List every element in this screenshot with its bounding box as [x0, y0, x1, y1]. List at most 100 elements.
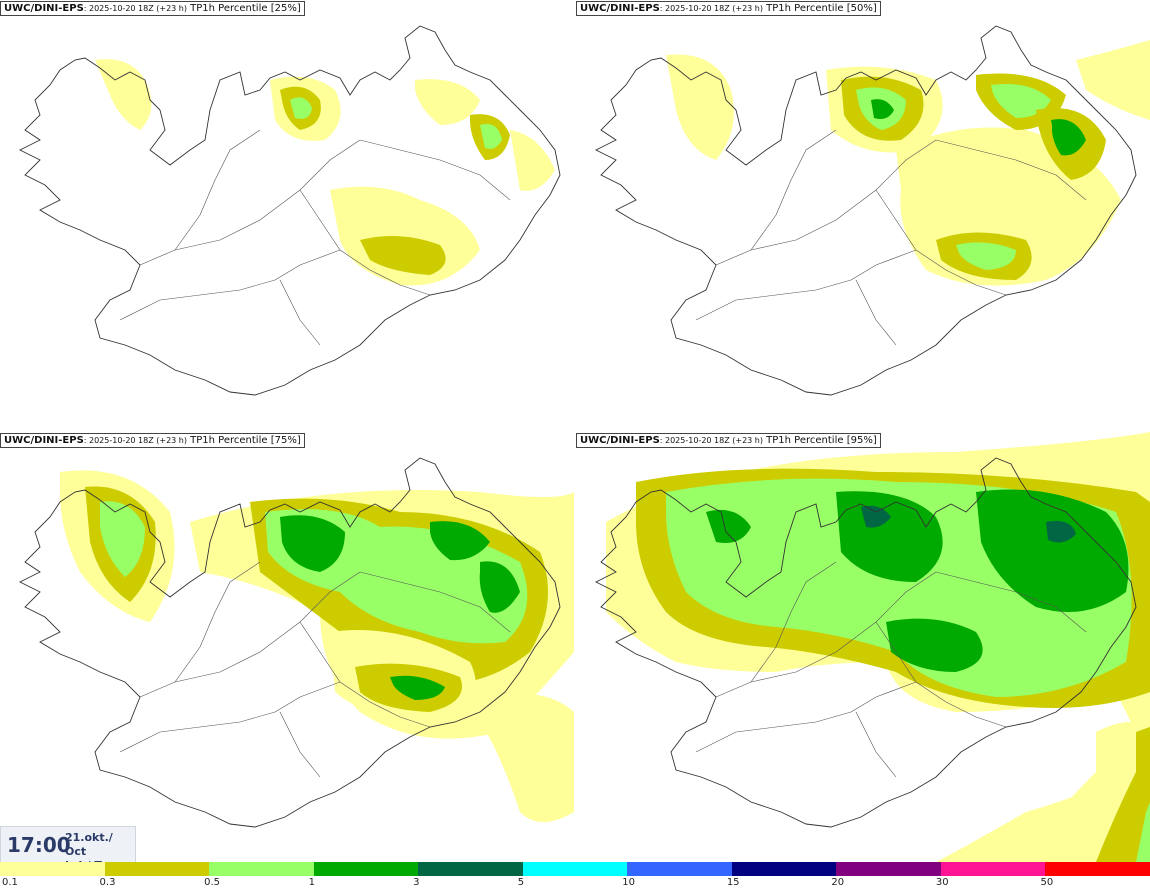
legend-tick-label: 5	[517, 877, 525, 888]
run-info: : 2025-10-20 18Z (+23 h)	[83, 436, 187, 445]
precip-map-p50	[594, 25, 1150, 396]
precip-contour	[706, 509, 751, 543]
road-line	[855, 711, 897, 778]
road-line	[359, 139, 511, 201]
run-info: : 2025-10-20 18Z (+23 h)	[659, 4, 763, 13]
precip-contour	[390, 675, 445, 700]
legend-tick-label: 3	[413, 877, 420, 888]
road-line	[359, 571, 511, 633]
legend-swatch	[627, 862, 733, 876]
product-name: TP1h Percentile [95%]	[762, 435, 877, 446]
precip-contour	[1046, 520, 1076, 543]
legend-swatch	[522, 862, 629, 876]
model-name: UWC/DINI-EPS	[580, 3, 660, 14]
panel-title: UWC/DINI-EPS: 2025-10-20 18Z (+23 h) TP1…	[0, 1, 305, 16]
precip-contour	[290, 97, 312, 119]
valid-time: 17:00	[7, 833, 71, 857]
precip-contour	[886, 618, 983, 672]
precip-map-p95	[594, 432, 1150, 862]
precip-contour	[95, 59, 152, 130]
road-line	[875, 621, 1007, 728]
precip-contour	[976, 489, 1129, 612]
legend-tick-label: 10	[622, 877, 635, 888]
road-line	[119, 681, 341, 753]
precip-contour	[360, 236, 446, 275]
iceland-coastline	[18, 25, 561, 396]
legend-swatch	[731, 862, 838, 876]
legend-tick-label: 0.5	[204, 877, 220, 888]
legend-swatch	[836, 862, 942, 876]
precip-contour	[415, 79, 480, 125]
road-line	[855, 279, 897, 346]
precip-contour	[1076, 40, 1150, 120]
road-line	[750, 129, 837, 251]
precip-contour	[666, 54, 734, 160]
precip-contour	[480, 124, 502, 149]
valid-time-box: 17:00 21.okt./ Oct Þri./ Tue	[0, 826, 136, 872]
precip-contour	[480, 694, 574, 822]
legend-swatch	[418, 862, 524, 876]
map-panel-p95: UWC/DINI-EPS: 2025-10-20 18Z (+23 h) TP1…	[576, 432, 1150, 862]
precip-map-p25	[18, 25, 561, 396]
legend-swatch	[209, 862, 315, 876]
legend-swatch	[940, 862, 1047, 876]
legend-tick-label: 0.3	[99, 877, 116, 888]
road-line	[139, 139, 361, 266]
legend-swatch	[1045, 862, 1150, 876]
road-line	[935, 571, 1087, 633]
road-line	[299, 621, 431, 728]
panel-title: UWC/DINI-EPS: 2025-10-20 18Z (+23 h) TP1…	[576, 1, 881, 16]
product-name: TP1h Percentile [75%]	[186, 435, 301, 446]
map-panel-p25: UWC/DINI-EPS: 2025-10-20 18Z (+23 h) TP1…	[0, 0, 574, 430]
model-name: UWC/DINI-EPS	[580, 435, 660, 446]
precip-contour	[861, 505, 891, 528]
legend-swatch	[104, 862, 211, 876]
road-line	[279, 279, 321, 346]
panel-divider-horizontal	[0, 430, 1150, 432]
legend-tick-label: 0.1	[2, 877, 18, 888]
precip-contour	[991, 84, 1051, 118]
precip-contour	[956, 242, 1016, 270]
panel-title: UWC/DINI-EPS: 2025-10-20 18Z (+23 h) TP1…	[576, 433, 881, 448]
legend-swatch	[313, 862, 420, 876]
legend-tick-label: 1	[308, 877, 315, 888]
map-panel-p50: UWC/DINI-EPS: 2025-10-20 18Z (+23 h) TP1…	[576, 0, 1150, 430]
legend-tick-label: 50	[1040, 877, 1054, 888]
model-name: UWC/DINI-EPS	[4, 3, 84, 14]
road-line	[750, 561, 837, 683]
precip-contour	[100, 501, 145, 577]
precip-contour	[510, 130, 555, 191]
road-line	[299, 189, 431, 296]
road-line	[695, 249, 917, 321]
precip-contour	[479, 561, 520, 613]
precip-contour	[1136, 802, 1150, 862]
valid-date-line1: 21.okt./ Oct	[65, 831, 113, 858]
precip-contour	[836, 491, 943, 582]
precip-contour	[1096, 727, 1150, 862]
road-line	[174, 561, 261, 683]
road-line	[695, 681, 917, 753]
panel-title: UWC/DINI-EPS: 2025-10-20 18Z (+23 h) TP1…	[0, 433, 305, 448]
map-panel-p75: UWC/DINI-EPS: 2025-10-20 18Z (+23 h) TP1…	[0, 432, 574, 862]
legend-tick-label: 20	[831, 877, 845, 888]
iceland-coastline	[594, 457, 1137, 828]
run-info: : 2025-10-20 18Z (+23 h)	[83, 4, 187, 13]
legend-tick-label: 15	[726, 877, 740, 888]
road-line	[119, 249, 341, 321]
product-name: TP1h Percentile [25%]	[186, 3, 301, 14]
precip-map-p75	[18, 457, 574, 828]
product-name: TP1h Percentile [50%]	[762, 3, 877, 14]
precip-contour	[1051, 119, 1086, 156]
color-legend: 0.1 0.3 0.5 1 3 5 10 15 20 30 50	[0, 862, 1150, 891]
road-line	[279, 711, 321, 778]
run-info: : 2025-10-20 18Z (+23 h)	[659, 436, 763, 445]
precip-contour	[430, 521, 490, 561]
iceland-coastline	[18, 457, 561, 828]
precip-contour	[280, 515, 345, 572]
precip-contour	[871, 99, 894, 119]
road-line	[935, 139, 1087, 201]
legend-swatch	[0, 862, 106, 876]
road-line	[875, 189, 1007, 296]
road-line	[174, 129, 261, 251]
legend-tick-label: 30	[935, 877, 949, 888]
